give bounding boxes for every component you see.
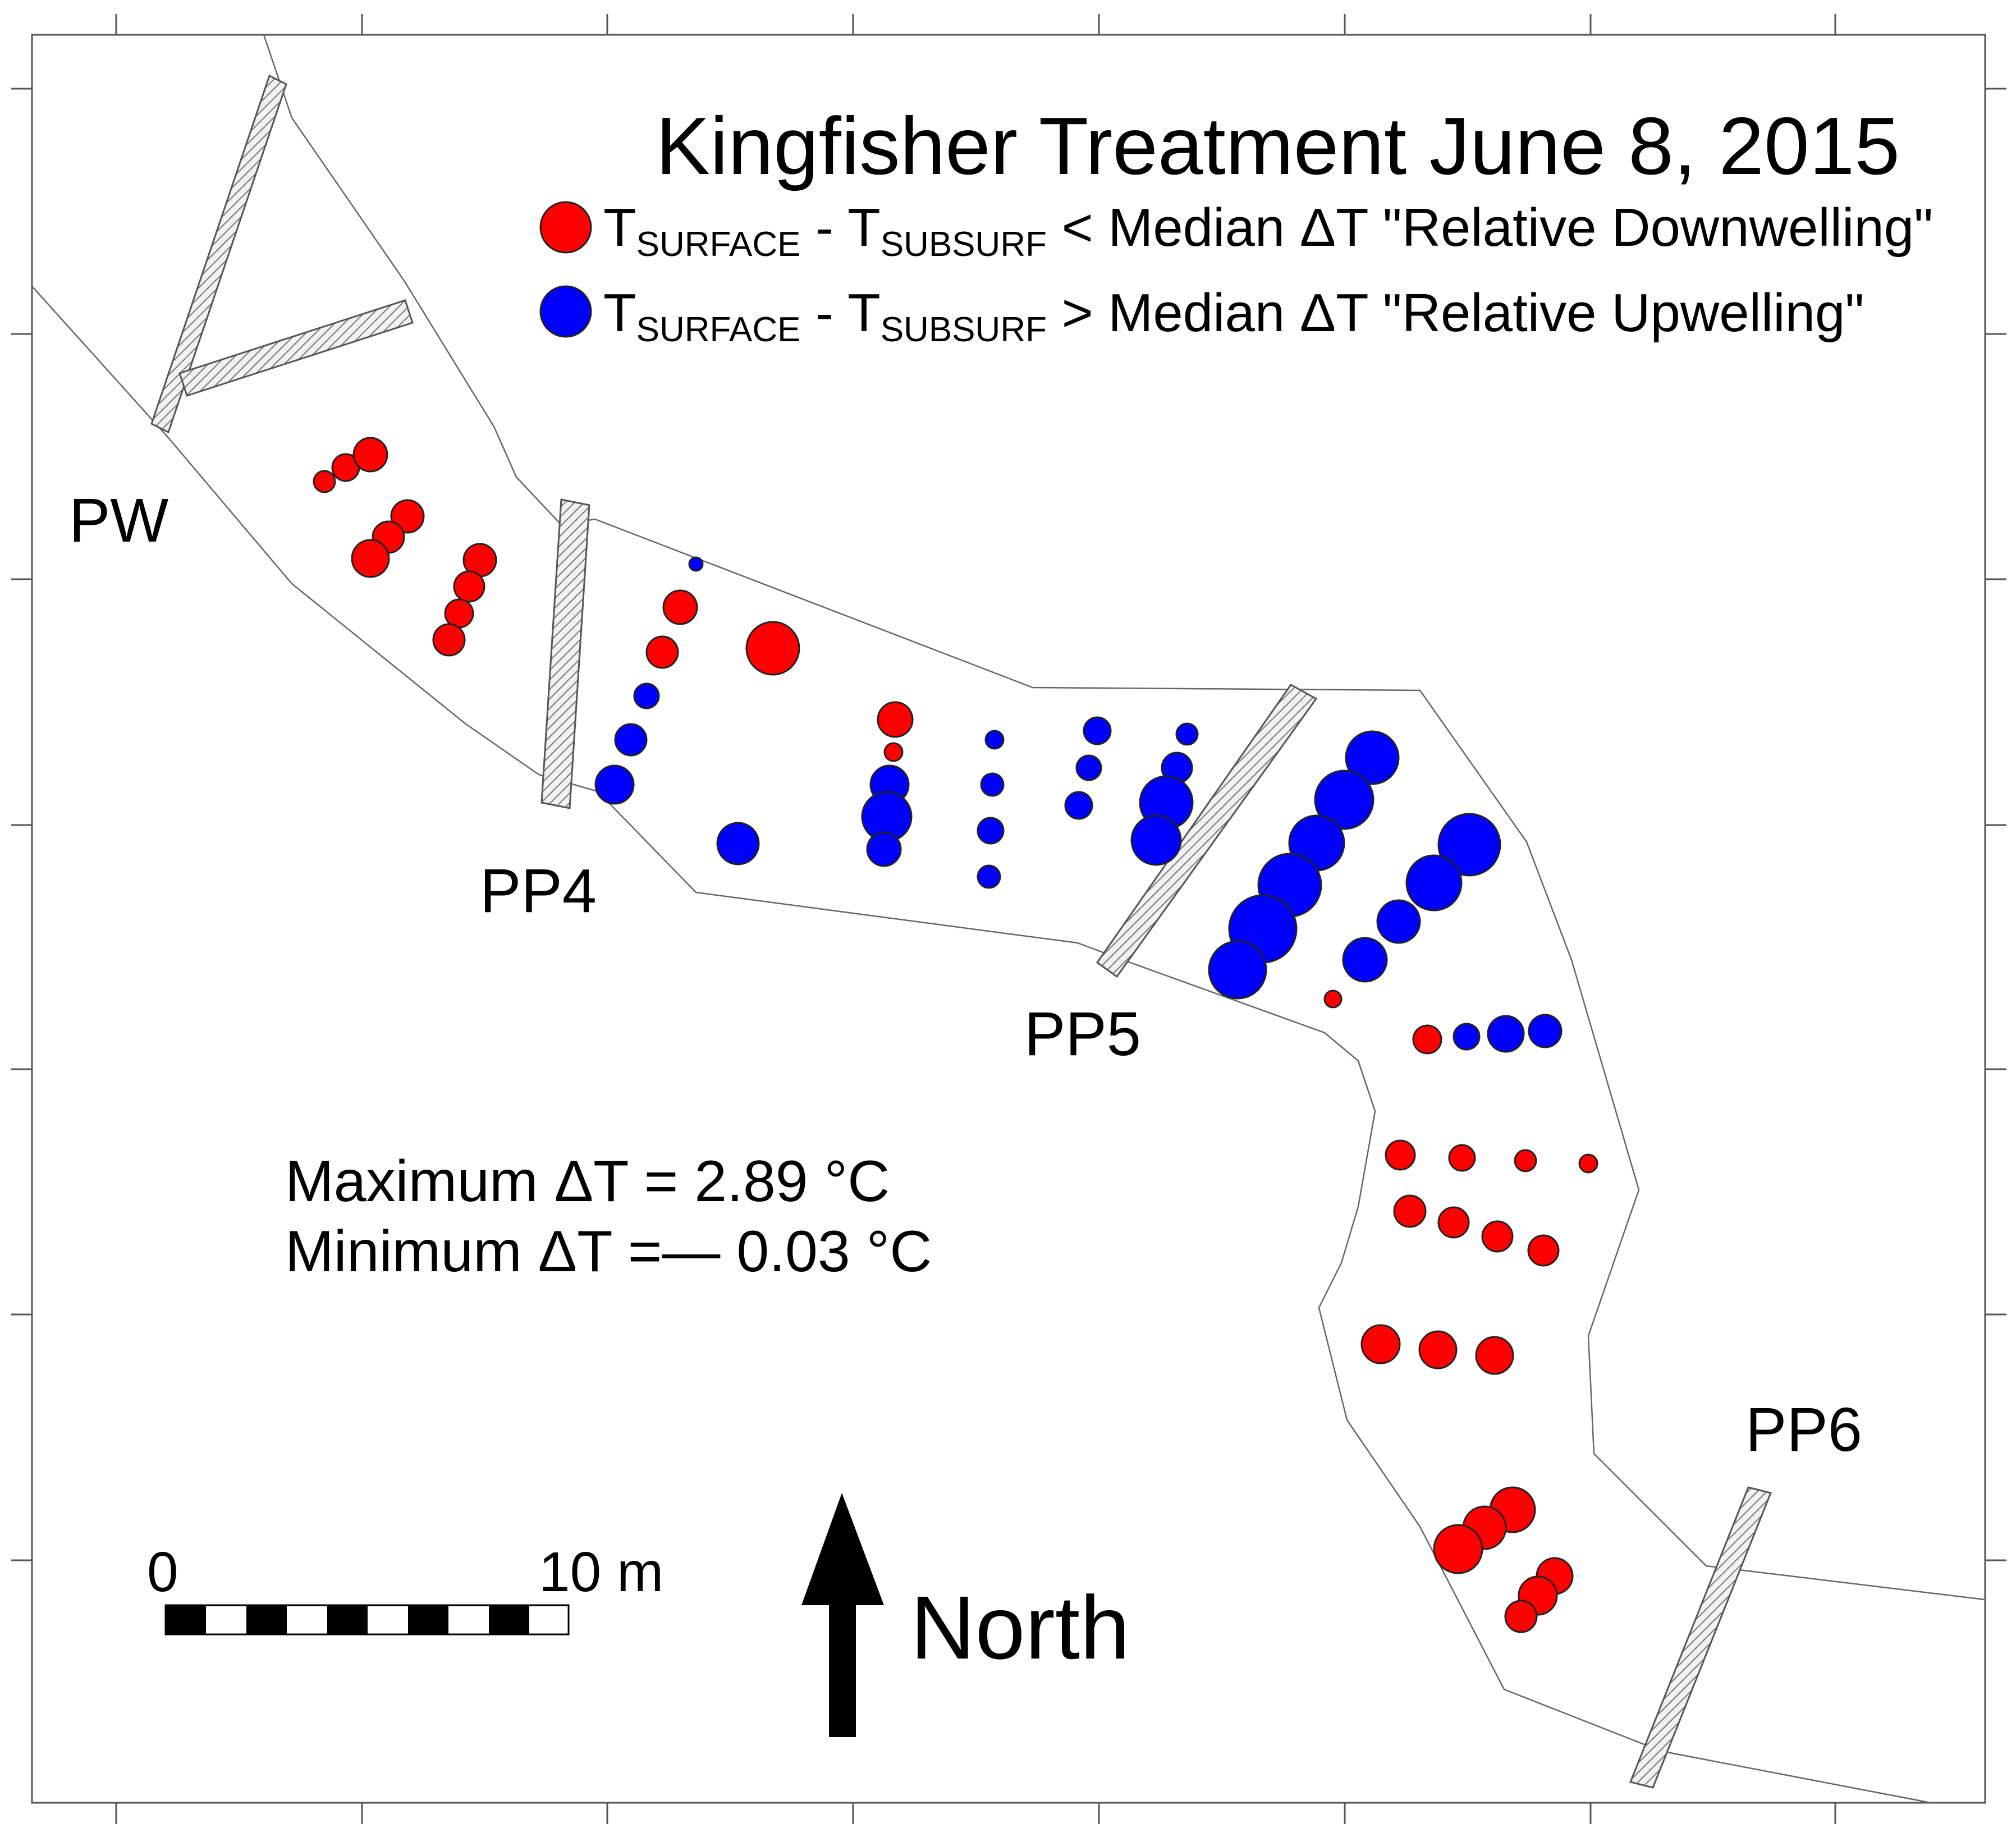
scale-start-label: 0 [147, 1541, 178, 1604]
point-downwelling [1433, 1524, 1483, 1574]
point-downwelling [1527, 1234, 1560, 1267]
stream-outline [31, 34, 1986, 1804]
north-label: North [910, 1577, 1130, 1678]
point-upwelling [1075, 754, 1102, 781]
point-upwelling [1083, 716, 1112, 745]
site-label-pp6: PP6 [1745, 1395, 1862, 1464]
point-downwelling [453, 570, 485, 603]
point-downwelling [1514, 1149, 1537, 1172]
site-label-pp4: PP4 [480, 856, 597, 926]
point-downwelling [662, 589, 698, 625]
point-downwelling [351, 539, 390, 578]
point-upwelling [688, 556, 704, 572]
weir-pp5 [1096, 684, 1318, 978]
point-downwelling [877, 701, 914, 738]
point-upwelling [977, 864, 1001, 889]
weir-pw-upper [150, 74, 287, 434]
legend-downwelling-label: TSURFACE - TSUBSURF < Median ΔT "Relativ… [603, 198, 1933, 264]
point-downwelling [1578, 1153, 1598, 1174]
point-downwelling [444, 598, 474, 629]
north-arrow: North [801, 1493, 1130, 1737]
frame-ticks [11, 14, 2006, 1824]
point-upwelling [1487, 1015, 1525, 1053]
point-upwelling [984, 730, 1005, 750]
point-upwelling [1345, 730, 1400, 785]
legend: TSURFACE - TSUBSURF < Median ΔT "Relativ… [539, 198, 1933, 349]
point-downwelling [1393, 1194, 1427, 1228]
point-downwelling [1481, 1220, 1514, 1253]
point-downwelling [1323, 989, 1343, 1009]
north-arrow-icon [801, 1493, 884, 1737]
point-upwelling [1376, 899, 1421, 944]
site-label-pw: PW [69, 486, 168, 555]
weirs [150, 74, 1772, 1789]
point-upwelling [594, 764, 635, 805]
point-upwelling [1208, 940, 1267, 1000]
legend-downwelling-swatch [539, 201, 592, 254]
point-upwelling [1405, 854, 1463, 911]
point-downwelling [1504, 1600, 1538, 1633]
point-upwelling [1130, 814, 1182, 866]
point-downwelling [352, 437, 388, 473]
point-downwelling [745, 621, 800, 676]
weir-pp6 [1629, 1486, 1772, 1789]
point-upwelling [1064, 791, 1093, 820]
weir-pp4 [540, 498, 590, 809]
legend-upwelling-swatch [539, 285, 592, 338]
max-delta-t: Maximum ΔT = 2.89 °C [285, 1149, 890, 1214]
point-downwelling [1412, 1024, 1442, 1055]
point-downwelling [1418, 1330, 1458, 1369]
point-upwelling [866, 831, 902, 867]
point-upwelling [980, 772, 1005, 797]
point-upwelling [1342, 937, 1388, 983]
map-title: Kingfisher Treatment June 8, 2015 [656, 100, 1900, 191]
point-downwelling [1360, 1324, 1401, 1364]
point-upwelling [1314, 769, 1374, 830]
point-upwelling [614, 723, 648, 757]
scale-end-label: 10 m [539, 1541, 663, 1604]
point-upwelling [1528, 1014, 1563, 1048]
point-downwelling [1448, 1144, 1476, 1172]
scale-bar: 0 10 m [147, 1541, 663, 1636]
point-downwelling [1475, 1336, 1514, 1375]
point-downwelling [432, 623, 466, 657]
measurement-points [313, 437, 1598, 1633]
point-downwelling [313, 470, 336, 493]
point-downwelling [1437, 1206, 1470, 1239]
point-upwelling [633, 682, 660, 709]
point-downwelling [390, 499, 425, 534]
legend-upwelling-label: TSURFACE - TSUBSURF > Median ΔT "Relativ… [603, 283, 1864, 349]
map-frame [31, 34, 1986, 1804]
point-downwelling [645, 635, 679, 669]
point-upwelling [716, 822, 760, 865]
min-delta-t: Minimum ΔT =— 0.03 °C [285, 1219, 932, 1284]
weir-pw-lower [178, 299, 414, 397]
point-downwelling [883, 742, 904, 762]
point-downwelling [1385, 1139, 1416, 1171]
point-upwelling [1175, 722, 1199, 746]
point-upwelling [977, 817, 1005, 845]
point-upwelling [1453, 1023, 1481, 1051]
site-label-pp5: PP5 [1024, 1000, 1141, 1069]
point-upwelling [1437, 813, 1501, 877]
